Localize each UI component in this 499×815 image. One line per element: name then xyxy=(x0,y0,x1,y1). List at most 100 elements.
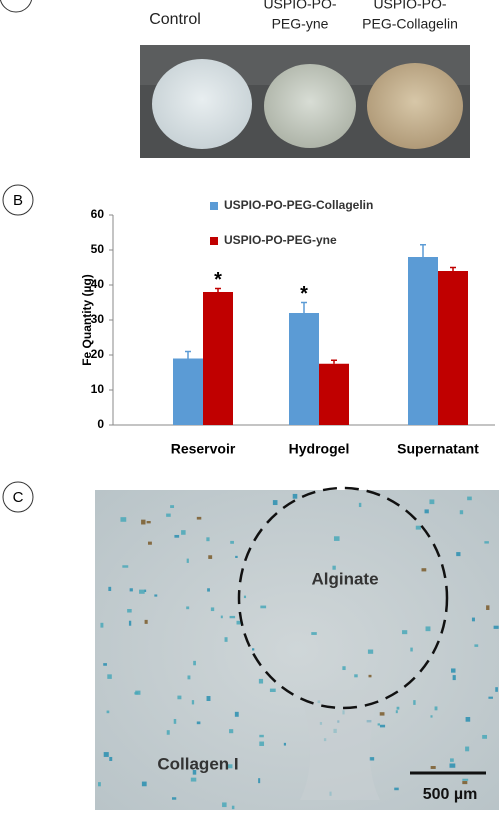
speck xyxy=(147,541,152,545)
speck xyxy=(283,742,287,746)
speck xyxy=(421,568,427,572)
speck xyxy=(231,805,235,810)
speck xyxy=(236,620,241,625)
speck xyxy=(108,586,112,592)
speck xyxy=(449,763,456,768)
legend-swatch xyxy=(210,237,218,245)
region-label: Alginate xyxy=(311,569,378,588)
region-label: Collagen I xyxy=(157,754,238,773)
y-tick-label: 20 xyxy=(91,347,105,361)
speck xyxy=(396,706,400,710)
speck xyxy=(100,622,104,628)
sample-label: USPIO-PO- xyxy=(263,0,336,12)
speck xyxy=(410,647,413,652)
speck xyxy=(379,724,386,728)
speck xyxy=(129,588,133,592)
y-tick-label: 10 xyxy=(91,382,105,396)
speck xyxy=(127,609,132,613)
y-axis-label: Fe Quantity (µg) xyxy=(80,274,94,366)
speck xyxy=(467,496,472,501)
y-tick-label: 60 xyxy=(91,207,105,221)
error-bar xyxy=(450,266,456,271)
speck xyxy=(173,718,177,724)
speck xyxy=(139,589,145,594)
bar xyxy=(289,313,319,425)
speck xyxy=(141,519,146,525)
scale-bar-label: 500 µm xyxy=(423,786,478,803)
panel-letter-circle xyxy=(2,481,34,513)
speck xyxy=(134,692,139,695)
speck xyxy=(187,675,191,680)
y-tick-label: 0 xyxy=(97,417,104,431)
significance-mark: * xyxy=(214,269,222,291)
speck xyxy=(193,660,196,666)
speck xyxy=(259,741,265,746)
speck xyxy=(252,648,255,651)
speck xyxy=(456,552,461,557)
speck xyxy=(462,778,469,781)
speck xyxy=(186,558,189,563)
y-tick-label: 50 xyxy=(91,242,105,256)
speck xyxy=(146,521,151,524)
speck xyxy=(192,769,197,775)
sample-label: PEG-yne xyxy=(272,16,329,32)
y-tick-label: 40 xyxy=(91,277,105,291)
sample-label: Control xyxy=(149,11,201,28)
speck xyxy=(333,536,340,541)
panel-letter: B xyxy=(13,192,23,209)
speck xyxy=(462,781,468,785)
speck xyxy=(186,606,190,610)
speck xyxy=(311,632,317,635)
sample-label: USPIO-PO- xyxy=(373,0,446,12)
speck xyxy=(103,663,107,666)
speck xyxy=(484,541,489,544)
speck xyxy=(493,625,499,629)
speck xyxy=(269,688,276,692)
speck xyxy=(451,668,456,673)
speck xyxy=(354,674,358,678)
error-bar xyxy=(185,350,191,359)
speck xyxy=(141,781,147,787)
speck xyxy=(429,499,435,505)
speck xyxy=(465,717,471,722)
speck xyxy=(227,764,233,769)
bar xyxy=(203,292,233,425)
speck xyxy=(191,700,195,705)
speck xyxy=(122,565,129,568)
speck xyxy=(465,746,470,752)
speck xyxy=(474,644,479,647)
dish xyxy=(152,59,252,149)
speck xyxy=(377,723,380,726)
speck xyxy=(430,766,436,769)
speck xyxy=(177,695,182,700)
speck xyxy=(170,505,175,508)
speck xyxy=(230,540,234,544)
speck xyxy=(154,594,158,597)
significance-mark: * xyxy=(300,283,308,305)
speck xyxy=(234,711,239,717)
speck xyxy=(495,687,498,692)
speck xyxy=(128,620,132,626)
speck xyxy=(207,588,210,592)
speck xyxy=(103,752,109,757)
speck xyxy=(424,509,429,514)
bar xyxy=(319,363,349,425)
speck xyxy=(172,797,177,800)
speck xyxy=(450,758,454,762)
micrograph xyxy=(95,490,499,810)
speck xyxy=(220,615,223,619)
speck xyxy=(434,706,438,711)
speck xyxy=(402,630,408,635)
bar xyxy=(438,271,468,425)
error-bar xyxy=(301,301,307,313)
speck xyxy=(260,605,267,609)
speck xyxy=(208,555,213,559)
speck xyxy=(206,537,210,542)
speck xyxy=(471,617,475,622)
panel-letter-circle xyxy=(2,184,34,216)
speck xyxy=(259,734,264,738)
speck xyxy=(459,510,464,515)
speck xyxy=(486,605,490,610)
y-tick-label: 30 xyxy=(91,312,105,326)
